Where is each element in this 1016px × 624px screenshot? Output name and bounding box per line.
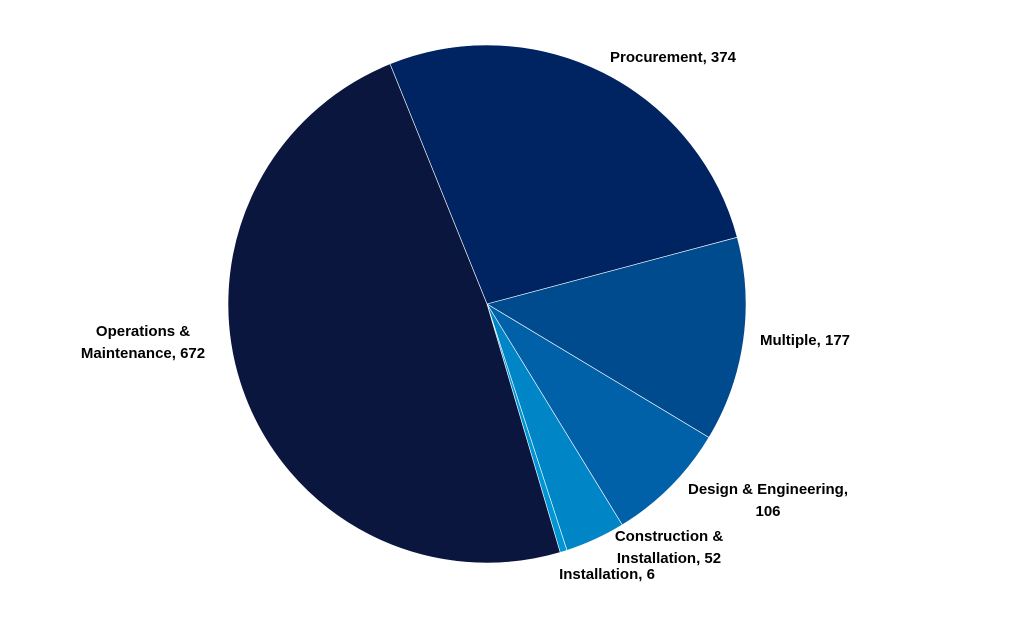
data-label-line: Maintenance, 672	[81, 345, 205, 362]
data-label-line: Design & Engineering,	[688, 481, 848, 498]
pie-slice-procurement	[389, 44, 738, 305]
pie-slice-operations-maintenance	[227, 63, 561, 564]
data-label-installation: Installation, 6	[559, 566, 655, 583]
data-label-operations-maintenance: Operations & Maintenance, 672	[81, 323, 205, 362]
data-label-line: Installation, 6	[559, 566, 655, 583]
pie-slice-design-engineering	[486, 303, 710, 526]
pie-slice-multiple	[486, 236, 747, 438]
data-label-line: Installation, 52	[617, 550, 721, 567]
pie-slices	[227, 44, 747, 564]
data-label-multiple: Multiple, 177	[760, 332, 850, 349]
data-label-line: Procurement, 374	[610, 49, 737, 66]
data-label-design-engineering: Design & Engineering, 106	[688, 481, 848, 520]
data-label-procurement: Procurement, 374	[610, 49, 737, 66]
data-label-construction-installation: Construction & Installation, 52	[615, 528, 723, 567]
data-label-line: Construction &	[615, 528, 723, 545]
pie-data-labels: Procurement, 374 Multiple, 177 Design & En…	[81, 49, 850, 583]
data-label-line: Multiple, 177	[760, 332, 850, 349]
data-label-line: 106	[755, 503, 780, 520]
data-label-line: Operations &	[96, 323, 190, 340]
